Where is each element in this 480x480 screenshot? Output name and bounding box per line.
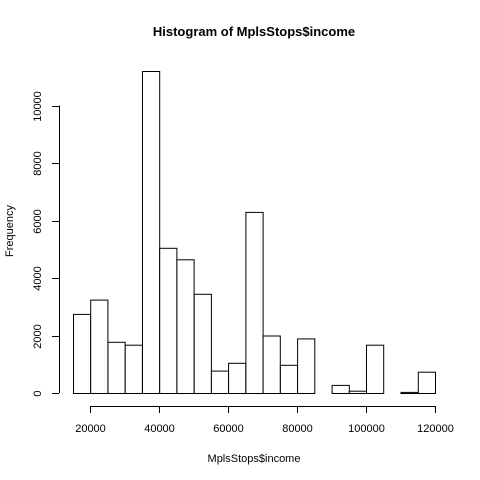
y-tick-label: 10000 bbox=[32, 91, 44, 122]
y-tick-label: 0 bbox=[32, 390, 44, 396]
histogram-bar bbox=[124, 344, 143, 395]
y-axis: 0 2000 4000 6000 8000 10000 bbox=[32, 91, 60, 397]
x-tick-label: 40000 bbox=[144, 423, 175, 435]
histogram-bar bbox=[331, 384, 350, 394]
x-axis: 20000 40000 60000 80000 100000 120000 bbox=[75, 406, 454, 435]
x-tick-label: 20000 bbox=[75, 423, 106, 435]
histogram-bar bbox=[90, 299, 109, 395]
histogram-bar bbox=[193, 293, 212, 394]
histogram-bar bbox=[366, 344, 385, 395]
histogram-bar bbox=[417, 371, 436, 395]
bars-group bbox=[73, 71, 436, 395]
x-tick-label: 60000 bbox=[213, 423, 244, 435]
y-axis-label: Frequency bbox=[4, 205, 16, 257]
histogram-bar bbox=[107, 341, 126, 394]
chart-title: Histogram of MplsStops$income bbox=[153, 24, 355, 39]
histogram-bar bbox=[348, 390, 367, 395]
x-tick-label: 80000 bbox=[282, 423, 313, 435]
y-tick-label: 8000 bbox=[32, 151, 44, 175]
histogram-bar bbox=[400, 391, 419, 394]
y-tick-label: 2000 bbox=[32, 324, 44, 348]
histogram-bar bbox=[262, 335, 281, 394]
x-tick-label: 100000 bbox=[348, 423, 385, 435]
histogram-bar bbox=[297, 338, 316, 394]
x-tick-label: 120000 bbox=[417, 423, 454, 435]
histogram-bar bbox=[210, 370, 230, 395]
histogram-bar bbox=[279, 364, 299, 394]
histogram-bar bbox=[73, 313, 92, 394]
x-axis-label: MplsStops$income bbox=[208, 453, 301, 465]
histogram-bar bbox=[245, 211, 264, 394]
histogram-bar bbox=[176, 259, 195, 394]
y-tick-label: 6000 bbox=[32, 209, 44, 233]
histogram-bar bbox=[159, 247, 178, 394]
y-tick-label: 4000 bbox=[32, 266, 44, 290]
histogram-bar bbox=[228, 362, 247, 394]
histogram-bar bbox=[142, 71, 161, 394]
